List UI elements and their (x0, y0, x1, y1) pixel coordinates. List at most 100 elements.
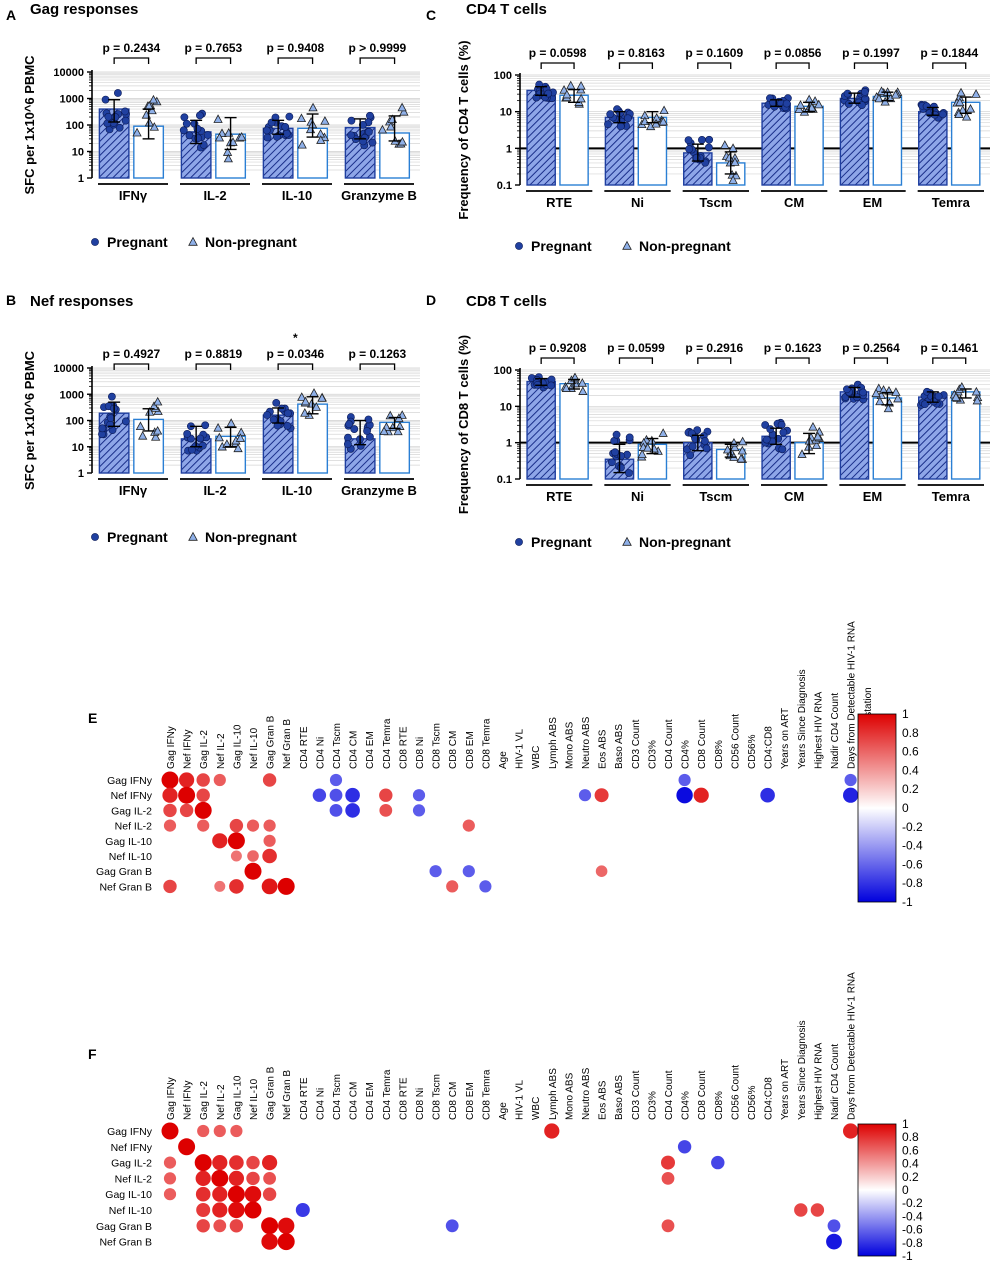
heatmap-column-label: Age (498, 751, 509, 769)
nonpregnant-data-point (224, 128, 234, 137)
heatmap-column-label: WBC (531, 746, 542, 769)
category-label: Tscm (699, 489, 732, 504)
pregnant-data-point (262, 126, 271, 135)
p-value-bracket (277, 363, 314, 370)
correlation-dot (229, 1219, 244, 1233)
correlation-dot (329, 804, 343, 817)
nonpregnant-data-point (144, 117, 155, 127)
colorbar-tick-label: 1 (902, 707, 909, 721)
colorbar-tick-label: -0.6 (902, 1223, 923, 1237)
panel-label: E (88, 710, 97, 726)
pregnant-data-point (108, 392, 116, 401)
heatmap-column-label: CD3% (647, 1091, 658, 1120)
correlation-dot (178, 786, 196, 804)
correlation-dot (179, 803, 194, 818)
correlation-dot (161, 771, 179, 789)
correlation-dot (197, 819, 210, 832)
nonpregnant-data-point (961, 111, 972, 121)
pregnant-bar (918, 110, 948, 186)
heatmap-column-label: Nef IL-2 (216, 1084, 227, 1120)
pregnant-data-point (114, 89, 122, 97)
correlation-dot (262, 1187, 277, 1201)
nonpregnant-data-point (891, 387, 901, 396)
correlation-dot (244, 862, 262, 880)
legend-nonpregnant-label: Non-pregnant (639, 534, 731, 550)
pregnant-data-point (98, 424, 107, 433)
p-value-bracket (195, 57, 232, 64)
colorbar-tick-label: 0.8 (902, 726, 919, 740)
heatmap-column-label: Gag IL-10 (232, 1075, 243, 1120)
correlation-dot (163, 1172, 177, 1185)
correlation-dot (196, 773, 210, 787)
heatmap-column-label: Lymph ABS (548, 1068, 559, 1120)
p-value-bracket (540, 62, 575, 69)
heatmap-column-label: Days from Detectable HIV-1 RNA (847, 621, 858, 769)
p-value-bracket (853, 62, 889, 69)
nonpregnant-data-point (149, 122, 159, 131)
pregnant-data-point (624, 114, 632, 123)
heatmap-column-label: Nef IL-10 (249, 1078, 260, 1120)
correlation-dot (227, 1185, 245, 1203)
nonpregnant-data-point (738, 436, 748, 446)
category-label: Temra (932, 489, 971, 504)
heatmap-row-label: Nef IFNy (111, 1142, 153, 1154)
pregnant-data-point (616, 122, 625, 131)
pregnant-data-point (284, 409, 292, 418)
p-value-label: p = 0.2564 (842, 341, 900, 355)
correlation-dot (214, 880, 226, 892)
correlation-dot (462, 819, 475, 832)
correlation-dot (244, 1201, 262, 1219)
pregnant-data-point (103, 119, 112, 128)
nonpregnant-data-point (235, 433, 246, 442)
pregnant-data-point (617, 463, 625, 472)
heatmap-column-label: Years on ART (780, 1059, 791, 1120)
nonpregnant-data-point (659, 105, 669, 115)
correlation-dot (429, 865, 442, 878)
pregnant-data-point (617, 452, 626, 460)
chart-title: Nef responses (30, 293, 133, 310)
p-value-label: p = 0.0856 (764, 46, 822, 60)
pregnant-data-point (782, 99, 791, 108)
colorbar-tick-label: -1 (902, 1249, 913, 1263)
nonpregnant-data-point (965, 103, 976, 113)
category-label: Tscm (699, 195, 732, 210)
heatmap-panel-E: E Gag IFNy Nef IFNy Gag IL-2 Nef IL-2 Gag IL-… (88, 621, 923, 909)
p-value-bracket (618, 62, 654, 69)
colorbar-tick-label: 0.4 (902, 1157, 919, 1171)
heatmap-column-label: CD3 Count (631, 1070, 642, 1120)
pregnant-data-point (761, 421, 770, 429)
category-label: EM (863, 195, 883, 210)
nonpregnant-data-point (722, 444, 733, 454)
nonpregnant-data-point (562, 89, 572, 99)
p-value-label: p = 0.0599 (607, 341, 665, 355)
category-label: Granzyme B (341, 483, 417, 498)
pregnant-data-point (180, 113, 189, 122)
correlation-dot (678, 773, 691, 787)
legend-nonpregnant-label: Non-pregnant (205, 234, 297, 250)
heatmap-row-label: Nef Gran B (99, 881, 152, 893)
pregnant-data-point (860, 88, 869, 96)
p-value-bracket (853, 357, 889, 364)
heatmap-column-label: CD8 RTE (398, 726, 409, 769)
nonpregnant-data-point (883, 403, 894, 413)
legend-pregnant-marker (91, 533, 99, 541)
nonpregnant-data-point (393, 426, 403, 436)
legend-nonpregnant-marker (622, 240, 632, 250)
category-label: CM (784, 489, 804, 504)
nonpregnant-data-point (214, 132, 225, 142)
nonpregnant-data-point (309, 388, 319, 397)
nonpregnant-data-point (814, 99, 824, 109)
nonpregnant-data-point (153, 396, 163, 406)
pregnant-data-point (701, 437, 709, 445)
heatmap-column-label: Age (498, 1102, 509, 1120)
heatmap-column-label: CD4 Count (664, 1070, 675, 1120)
colorbar-tick-label: 0.6 (902, 745, 919, 759)
p-value-label: p > 0.9999 (349, 41, 407, 55)
heatmap-column-label: Nef Gran B (282, 1070, 293, 1120)
heatmap-column-label: CD8% (714, 740, 725, 769)
nonpregnant-bar (950, 391, 981, 480)
nonpregnant-data-point (320, 116, 330, 125)
heatmap-column-label: CD56% (747, 1085, 758, 1120)
correlation-dot (445, 1219, 459, 1233)
heatmap-row-label: Nef Gran B (99, 1237, 152, 1249)
